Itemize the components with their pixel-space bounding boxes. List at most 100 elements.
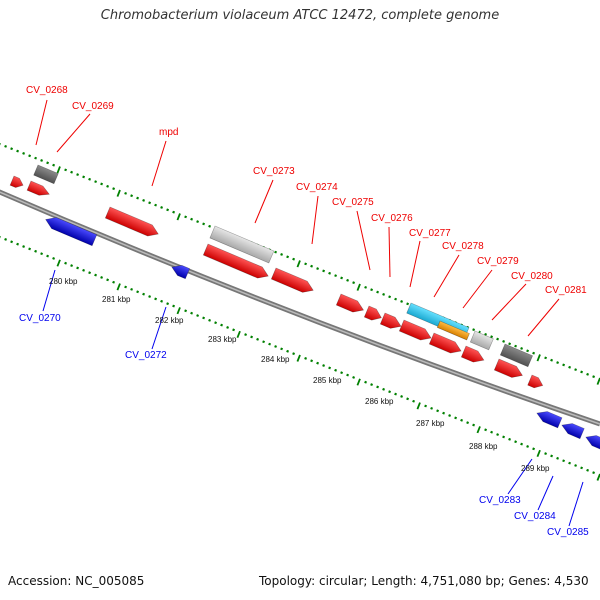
minor-tick <box>568 461 572 465</box>
forward-gene-arrow[interactable] <box>202 243 270 282</box>
genome-backbone <box>0 189 600 427</box>
minor-tick <box>496 337 500 341</box>
gene-label-cv-0268[interactable]: CV_0268 <box>26 85 68 96</box>
minor-tick <box>76 173 80 176</box>
major-tick <box>236 330 241 339</box>
label-leader-line <box>409 240 421 288</box>
forward-gene-arrow[interactable] <box>335 293 366 316</box>
gene-label-cv-0283[interactable]: CV_0283 <box>479 495 521 506</box>
scale-label: 280 kbp <box>49 277 78 286</box>
minor-tick <box>388 390 392 394</box>
minor-tick <box>106 278 110 282</box>
minor-tick <box>22 245 26 248</box>
gene-label-cv-0274[interactable]: CV_0274 <box>296 182 338 193</box>
gene-label-cv-0278[interactable]: CV_0278 <box>442 241 484 252</box>
gene-label-cv-0284[interactable]: CV_0284 <box>514 511 556 522</box>
minor-tick <box>322 364 326 367</box>
minor-tick <box>544 452 548 456</box>
label-leader-line <box>151 140 167 187</box>
tick-track-inner <box>0 236 600 481</box>
orange-feature[interactable] <box>436 320 470 341</box>
minor-tick <box>82 268 86 272</box>
scale-label: 284 kbp <box>261 355 290 364</box>
forward-gene-labels: CV_0268 CV_0269 mpd CV_0273 CV_0274 CV_0… <box>26 85 587 296</box>
forward-gene-arrow[interactable] <box>398 319 433 344</box>
minor-tick <box>256 337 260 341</box>
forward-gene-arrow[interactable] <box>270 267 315 296</box>
gene-label-cv-0281[interactable]: CV_0281 <box>545 285 587 296</box>
reverse-gene-arrow[interactable] <box>43 214 98 247</box>
minor-tick <box>442 411 446 415</box>
minor-tick <box>334 274 338 278</box>
forward-gene-arrow[interactable] <box>527 374 545 391</box>
minor-tick <box>592 471 596 475</box>
major-tick <box>536 354 541 362</box>
minor-tick <box>208 318 212 322</box>
minor-tick <box>148 295 152 298</box>
minor-tick <box>286 349 290 353</box>
minor-tick <box>88 177 92 181</box>
gene-label-cv-0272[interactable]: CV_0272 <box>125 350 167 361</box>
minor-tick <box>508 342 512 346</box>
gene-label-cv-0269[interactable]: CV_0269 <box>72 101 114 112</box>
minor-tick <box>40 159 44 162</box>
forward-gene-arrow[interactable] <box>104 206 160 240</box>
forward-gene-arrow[interactable] <box>428 332 463 357</box>
gene-label-cv-0280[interactable]: CV_0280 <box>511 271 553 282</box>
forward-gene-arrow[interactable] <box>363 305 383 323</box>
minor-tick <box>532 351 536 355</box>
gene-label-cv-0270[interactable]: CV_0270 <box>19 313 61 324</box>
gene-label-cv-0273[interactable]: CV_0273 <box>253 166 295 177</box>
scale-label: 283 kbp <box>208 335 237 344</box>
gene-label-cv-0276[interactable]: CV_0276 <box>371 213 413 224</box>
minor-tick <box>196 314 200 317</box>
forward-gene-arrow[interactable] <box>460 345 486 366</box>
reverse-gene-arrow[interactable] <box>560 420 585 440</box>
reverse-gene-arrow[interactable] <box>170 262 191 280</box>
gene-label-cv-0275[interactable]: CV_0275 <box>332 197 374 208</box>
minor-tick <box>244 333 248 337</box>
gene-label-mpd[interactable]: mpd <box>159 127 178 138</box>
minor-tick <box>184 215 188 219</box>
minor-tick <box>328 271 332 275</box>
minor-tick <box>136 196 140 200</box>
minor-tick <box>550 358 554 362</box>
minor-tick <box>304 262 308 266</box>
forward-gene-arrow[interactable] <box>26 180 51 199</box>
forward-gene-arrow[interactable] <box>493 358 524 381</box>
forward-gene-arrow[interactable] <box>9 175 25 190</box>
minor-tick <box>106 184 110 188</box>
reverse-gene-arrow[interactable] <box>584 432 600 451</box>
minor-tick <box>172 304 176 308</box>
minor-tick <box>382 292 386 296</box>
minor-tick <box>4 237 8 241</box>
major-tick <box>416 402 421 410</box>
minor-tick <box>46 254 50 258</box>
minor-tick <box>250 335 254 339</box>
scale-label: 287 kbp <box>416 419 445 428</box>
minor-tick <box>484 428 488 432</box>
minor-tick <box>340 371 344 375</box>
gene-label-cv-0279[interactable]: CV_0279 <box>477 256 519 267</box>
minor-tick <box>316 267 320 270</box>
reverse-gene-arrow[interactable] <box>535 408 563 429</box>
forward-gene-arrow[interactable] <box>379 312 403 332</box>
minor-tick <box>406 397 410 401</box>
gene-label-cv-0277[interactable]: CV_0277 <box>409 228 451 239</box>
minor-tick <box>382 387 386 391</box>
minor-tick <box>4 144 8 148</box>
rna-feature-dark[interactable] <box>499 343 534 368</box>
rna-feature-dark[interactable] <box>33 164 59 185</box>
minor-tick <box>22 151 26 155</box>
rna-feature-light[interactable] <box>209 225 275 264</box>
label-leader-line <box>491 283 527 321</box>
minor-tick <box>556 361 560 364</box>
minor-tick <box>226 326 230 329</box>
minor-tick <box>340 276 344 280</box>
reverse-gene-labels: CV_0270 CV_0272 CV_0283 CV_0284 CV_0285 <box>19 313 589 538</box>
minor-tick <box>484 332 488 336</box>
rna-feature-light[interactable] <box>469 330 494 351</box>
gene-label-cv-0285[interactable]: CV_0285 <box>547 527 589 538</box>
minor-tick <box>286 255 290 259</box>
minor-tick <box>574 368 578 372</box>
